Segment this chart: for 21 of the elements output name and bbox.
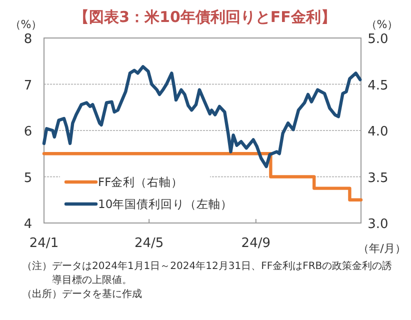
y-tick-label: 5 [24,170,32,186]
chart-title: 【図表3：米10年債利回りとFF金利】 [74,8,336,26]
y2-tick-label: 4.5 [368,78,388,94]
y2-tick-label: 3.5 [368,170,388,186]
x-tick-label: 24/9 [241,236,271,251]
y2-axis-title: （%） [366,18,398,31]
x-tick-label: 24/5 [134,236,164,251]
text: （注）データは2024年1月1日～2024年12月31日、FF金利はFRBの政策金利の誘導目標の上限値。 [22,260,394,288]
y-tick-label: 8 [24,32,32,47]
text: （出所）データを基に作成 [22,288,143,302]
y2-tick-label: 4.0 [368,124,388,140]
y-tick-label: 7 [24,78,32,94]
x-axis-title: （年/月） [358,242,406,255]
y2-tick-label: 5.0 [368,32,388,47]
y-tick-label: 6 [24,124,32,140]
x-tick-label: 24/1 [29,236,59,251]
y-tick-label: 4 [24,217,32,232]
y-axis-title: （%） [10,18,42,31]
legend-label: 10年国債利回り（左軸） [98,197,233,211]
y2-tick-label: 3.0 [368,217,388,232]
legend-label: FF金利（右軸） [98,175,184,189]
